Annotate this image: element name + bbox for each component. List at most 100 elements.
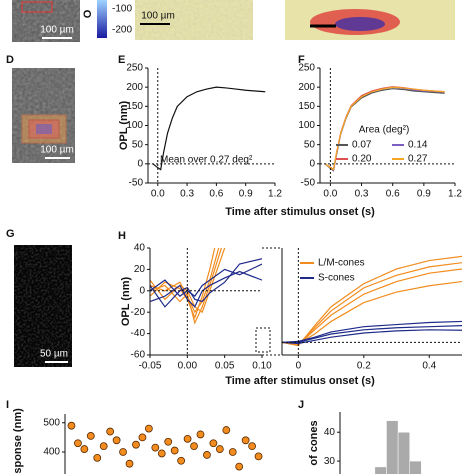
colorbar-tick: -200 — [112, 25, 132, 36]
y-tick-label: 40 — [324, 427, 336, 438]
panel-label: F — [298, 54, 305, 66]
zoom-box — [255, 327, 271, 353]
point — [170, 446, 179, 455]
point — [125, 459, 134, 468]
point — [241, 436, 250, 445]
legend-label: 0.07 — [352, 140, 372, 151]
point — [196, 430, 205, 439]
image-texture — [12, 0, 80, 42]
y-tick-label: 50 — [132, 139, 144, 150]
plot-area — [152, 86, 266, 171]
x-tick-label: 1.2 — [268, 189, 282, 200]
line — [324, 86, 445, 171]
colorbar-label: O — [82, 9, 94, 18]
bar — [409, 460, 422, 474]
x-tick-label: 0.4 — [422, 361, 436, 372]
y-tick-label: 400 — [43, 447, 60, 458]
panel-label: E — [118, 54, 125, 66]
x-tick-label: 0.10 — [252, 361, 272, 372]
legend-title: Area (deg²) — [359, 125, 410, 136]
line — [282, 329, 462, 345]
scale-bar-label: 100 µm — [141, 11, 175, 22]
point — [254, 452, 263, 461]
line — [150, 248, 220, 314]
point — [248, 442, 256, 451]
roi — [21, 1, 53, 13]
point — [203, 451, 211, 459]
legend-label: L/M-cones — [318, 258, 365, 269]
point — [209, 439, 218, 448]
x-tick-label: 0.0 — [323, 189, 337, 200]
y-tick-label: 200 — [298, 82, 315, 93]
bar — [374, 466, 387, 474]
y-tick-label: -50 — [129, 178, 144, 189]
panel-label: J — [298, 399, 304, 411]
y-tick-label: 0 — [309, 158, 315, 169]
colorbar — [97, 0, 107, 38]
point — [215, 445, 224, 453]
y-tick-label: -20 — [131, 307, 146, 318]
annotation: Mean over 0.27 deg² — [160, 155, 253, 166]
y-tick-label: 40 — [134, 243, 146, 254]
y-tick-label: 100 — [126, 120, 143, 131]
x-tick-label: 1.2 — [448, 189, 462, 200]
y-tick-label: -60 — [131, 350, 146, 361]
x-tick-label: 0.05 — [215, 361, 235, 372]
point — [151, 443, 160, 452]
line — [282, 320, 462, 344]
x-tick-label: 0.00 — [178, 361, 198, 372]
scale-bar-label: 100 µm — [40, 145, 74, 156]
point — [74, 439, 82, 448]
y-axis-label: of cones — [308, 420, 320, 465]
point — [228, 448, 237, 456]
legend-label: 0.14 — [408, 140, 428, 151]
x-tick-label: 0.9 — [417, 189, 431, 200]
point — [132, 440, 140, 449]
point — [112, 436, 121, 445]
panel-label: H — [118, 230, 126, 242]
point — [222, 426, 231, 434]
response-blob — [335, 17, 385, 31]
line — [152, 86, 266, 171]
scale-bar-label: 100 µm — [40, 25, 74, 36]
x-tick-label: 0.6 — [386, 189, 400, 200]
y-tick-label: 150 — [298, 101, 315, 112]
y-tick-label: 500 — [43, 417, 60, 428]
point — [67, 421, 76, 430]
legend-label: S-cones — [318, 273, 355, 284]
x-tick-label: 0.6 — [209, 189, 223, 200]
y-axis-label: esponse (nm) — [12, 408, 24, 474]
y-tick-label: 250 — [298, 63, 315, 74]
panel-label: D — [6, 54, 14, 66]
y-tick-label: -50 — [301, 178, 316, 189]
line — [150, 270, 262, 308]
y-tick-label: 50 — [304, 139, 316, 150]
point — [138, 433, 147, 442]
plot-area — [374, 420, 422, 474]
y-tick-label: 100 — [298, 120, 315, 131]
point — [235, 462, 244, 471]
roi — [36, 124, 52, 134]
y-tick-label: 150 — [126, 101, 143, 112]
x-tick-label: 0.0 — [151, 189, 165, 200]
x-tick-label: 0.3 — [180, 189, 194, 200]
plot-area — [282, 255, 462, 347]
y-tick-label: 250 — [126, 63, 143, 74]
panel-label: G — [6, 228, 15, 240]
y-tick-label: 30 — [324, 456, 336, 467]
line — [150, 248, 222, 325]
colorbar-tick: -100 — [112, 4, 132, 15]
legend-label: 0.20 — [352, 154, 372, 165]
legend-label: 0.27 — [408, 154, 428, 165]
plot-area — [67, 421, 263, 471]
y-tick-label: 0 — [137, 158, 143, 169]
y-tick-label: -40 — [131, 328, 146, 339]
point — [99, 442, 108, 451]
x-tick-label: -0.05 — [139, 361, 162, 372]
bar — [386, 420, 399, 474]
line — [150, 258, 262, 308]
bar — [397, 431, 410, 474]
x-tick-label: 0.9 — [239, 189, 253, 200]
x-tick-label: 0 — [296, 361, 302, 372]
